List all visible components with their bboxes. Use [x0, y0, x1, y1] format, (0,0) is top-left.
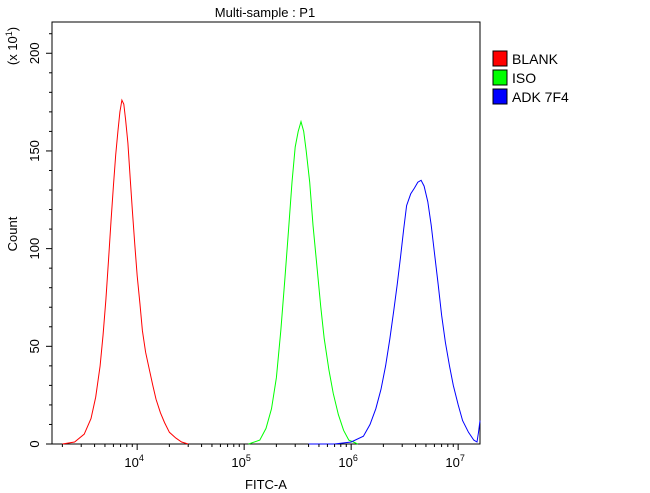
legend-swatch-2	[492, 88, 508, 105]
y-axis-multiplier: (x 101)	[4, 27, 20, 65]
y-multiplier-exponent: 1	[4, 31, 14, 36]
y-axis-title: Count	[5, 216, 20, 251]
series-layer	[62, 98, 481, 445]
y-tick-label: 100	[27, 238, 42, 260]
series-line-1	[248, 119, 358, 445]
y-tick-label: 150	[27, 140, 42, 162]
legend-label-2: ADK 7F4	[512, 89, 569, 105]
legend-label-0: BLANK	[512, 51, 559, 67]
legend-label-1: ISO	[512, 70, 536, 86]
y-tick-label: 0	[27, 440, 42, 447]
x-tick-label: 105	[231, 453, 250, 470]
y-tick-label: 50	[27, 339, 42, 353]
x-axis: 104 105 106 107	[61, 444, 465, 470]
series-line-2	[308, 179, 481, 445]
legend-swatch-0	[492, 50, 508, 67]
legend-swatch-1	[492, 69, 508, 86]
y-multiplier-suffix: )	[5, 27, 20, 31]
x-tick-label: 104	[124, 453, 143, 470]
x-tick-label: 106	[338, 453, 357, 470]
y-axis: 0 50 100 150 200	[27, 33, 52, 448]
series-line-0	[62, 98, 189, 445]
x-axis-title: FITC-A	[245, 477, 287, 492]
y-tick-label: 200	[27, 42, 42, 64]
x-tick-label: 107	[445, 453, 464, 470]
chart-title: Multi-sample : P1	[215, 5, 315, 20]
plot-frame	[51, 21, 481, 445]
y-multiplier-prefix: (x 10	[5, 36, 20, 65]
legend: BLANK ISO ADK 7F4	[492, 50, 569, 105]
